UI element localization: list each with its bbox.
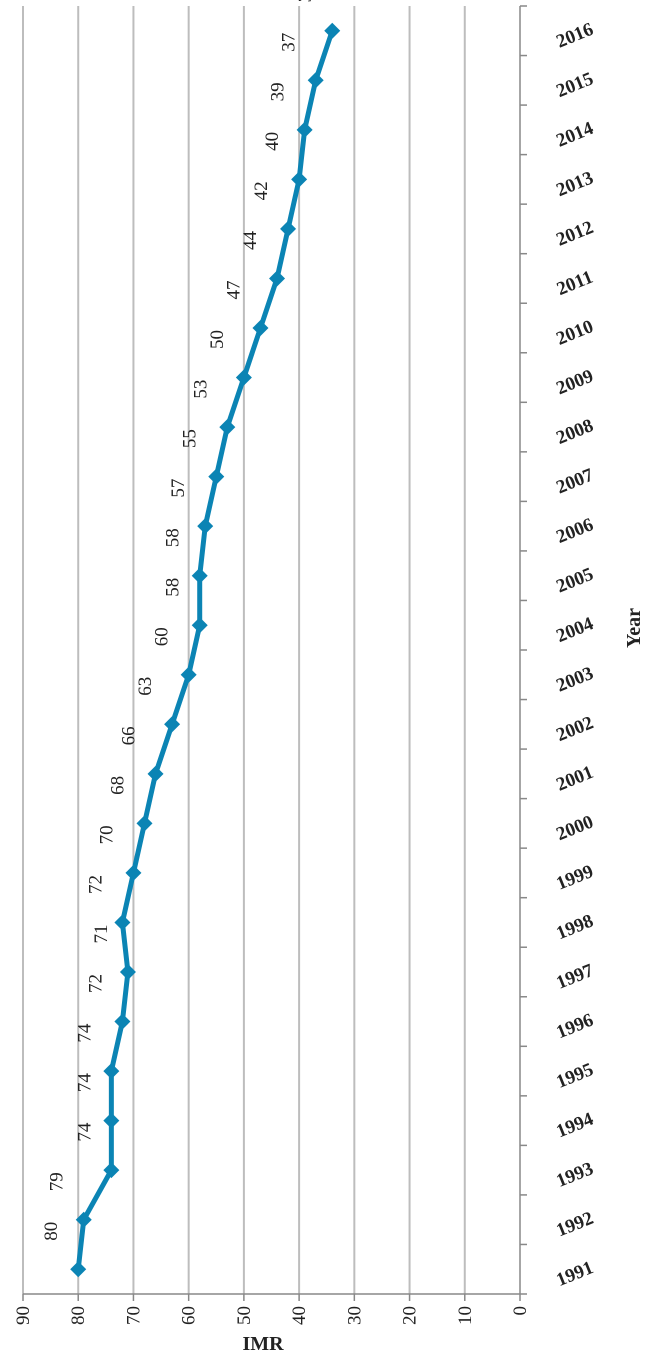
year-tick-label: 1996 bbox=[553, 1010, 596, 1044]
data-point-marker bbox=[103, 1063, 120, 1080]
data-point-marker bbox=[291, 171, 308, 188]
data-label: 74 bbox=[74, 1023, 95, 1043]
data-label: 66 bbox=[119, 726, 140, 745]
data-point-marker bbox=[252, 320, 269, 336]
data-point-marker bbox=[280, 220, 297, 237]
data-label: 44 bbox=[240, 230, 261, 250]
year-tick-label: 2012 bbox=[553, 217, 596, 251]
year-tick-label: 2003 bbox=[553, 663, 596, 697]
year-tick-label: 2008 bbox=[553, 415, 596, 449]
data-label: 79 bbox=[47, 1172, 68, 1191]
data-label: 68 bbox=[107, 776, 128, 795]
data-point-marker bbox=[219, 419, 236, 436]
data-point-marker bbox=[235, 369, 252, 386]
year-tick-label: 1993 bbox=[553, 1158, 596, 1192]
axes bbox=[22, 5, 527, 1301]
data-point-marker bbox=[307, 72, 324, 89]
data-label: 53 bbox=[190, 380, 211, 399]
value-tick-label: 50 bbox=[234, 1306, 255, 1325]
data-label: 80 bbox=[41, 1222, 62, 1241]
year-tick-label: 2013 bbox=[553, 167, 596, 201]
data-point-marker bbox=[103, 1112, 120, 1129]
year-tick-label: 2009 bbox=[553, 366, 596, 400]
year-tick-label: 2001 bbox=[553, 762, 596, 796]
data-point-marker bbox=[114, 914, 131, 931]
data-point-marker bbox=[180, 666, 197, 683]
year-tick-label: 2014 bbox=[553, 118, 597, 152]
data-point-marker bbox=[191, 617, 208, 634]
data-label: 60 bbox=[152, 627, 173, 646]
data-point-marker bbox=[269, 270, 286, 287]
data-point-marker bbox=[324, 22, 341, 39]
y-axis-title: IMR bbox=[242, 1333, 284, 1355]
value-tick-label: 10 bbox=[455, 1306, 476, 1325]
gridlines bbox=[22, 6, 466, 1294]
data-label: 34 bbox=[295, 0, 316, 2]
data-point-marker bbox=[103, 1162, 120, 1179]
value-tick-label: 30 bbox=[344, 1306, 365, 1325]
series-markers bbox=[70, 22, 341, 1278]
data-label: 74 bbox=[74, 1073, 95, 1093]
year-tick-label: 2006 bbox=[553, 514, 596, 548]
year-tick-label: 1991 bbox=[553, 1257, 596, 1291]
data-point-marker bbox=[191, 567, 208, 584]
value-tick-label: 90 bbox=[13, 1306, 34, 1325]
data-label: 70 bbox=[96, 825, 117, 844]
value-tick-label: 70 bbox=[123, 1306, 144, 1325]
data-point-marker bbox=[136, 815, 153, 832]
data-label: 58 bbox=[163, 528, 184, 547]
value-tick-label: 0 bbox=[510, 1306, 531, 1316]
data-point-marker bbox=[147, 765, 164, 782]
year-tick-label: 1994 bbox=[553, 1108, 597, 1142]
year-tick-label: 2007 bbox=[553, 464, 597, 498]
year-tick-label: 1999 bbox=[553, 861, 596, 895]
value-tick-label: 60 bbox=[179, 1306, 200, 1325]
year-tick-label: 1998 bbox=[553, 911, 596, 945]
year-tick-label: 2016 bbox=[553, 19, 596, 53]
year-tick-label: 2015 bbox=[553, 68, 596, 102]
year-tick-label: 2005 bbox=[553, 564, 596, 598]
year-tick-label: 1992 bbox=[553, 1208, 596, 1242]
data-point-marker bbox=[125, 864, 142, 881]
year-tick-label: 2011 bbox=[554, 267, 596, 300]
data-point-marker bbox=[119, 964, 136, 980]
data-label: 71 bbox=[91, 925, 112, 944]
x-axis-title: Year bbox=[623, 608, 645, 648]
data-point-marker bbox=[197, 518, 214, 535]
data-point-marker bbox=[70, 1261, 87, 1278]
data-label: 55 bbox=[179, 429, 200, 448]
data-label: 37 bbox=[279, 33, 300, 52]
data-point-marker bbox=[75, 1211, 92, 1228]
data-label: 63 bbox=[135, 677, 156, 696]
value-tick-label: 80 bbox=[68, 1306, 89, 1325]
data-label: 57 bbox=[168, 479, 189, 498]
data-label: 72 bbox=[85, 974, 106, 993]
data-label: 50 bbox=[207, 330, 228, 349]
year-tick-label: 2000 bbox=[553, 811, 596, 845]
series-line bbox=[75, 28, 335, 1272]
tick-labels: 0 10 20 30 40 50 60 70 80 90 1991 1992 1993 1994 1995 1… bbox=[13, 19, 597, 1325]
data-label: 39 bbox=[268, 82, 289, 101]
data-label: 72 bbox=[85, 875, 106, 894]
year-tick-label: 2010 bbox=[553, 316, 596, 350]
value-tick-label: 20 bbox=[400, 1306, 421, 1325]
year-tick-label: 2004 bbox=[553, 613, 597, 647]
data-label: 40 bbox=[262, 132, 283, 151]
data-label: 58 bbox=[163, 578, 184, 597]
data-label: 42 bbox=[251, 181, 272, 200]
data-point-marker bbox=[114, 1013, 131, 1030]
data-point-marker bbox=[208, 468, 225, 485]
series-line-group bbox=[75, 28, 335, 1272]
value-tick-label: 40 bbox=[289, 1306, 310, 1325]
data-label: 47 bbox=[223, 281, 244, 300]
data-labels: 80 79 74 74 74 72 71 72 70 68 66 63 60 58 58 57 55 53 50 47… bbox=[41, 0, 316, 1241]
year-tick-label: 1997 bbox=[553, 960, 597, 994]
year-tick-label: 1995 bbox=[553, 1059, 596, 1093]
data-point-marker bbox=[296, 121, 313, 138]
year-tick-label: 2002 bbox=[553, 712, 596, 746]
data-point-marker bbox=[164, 716, 181, 733]
data-label: 74 bbox=[74, 1122, 95, 1142]
